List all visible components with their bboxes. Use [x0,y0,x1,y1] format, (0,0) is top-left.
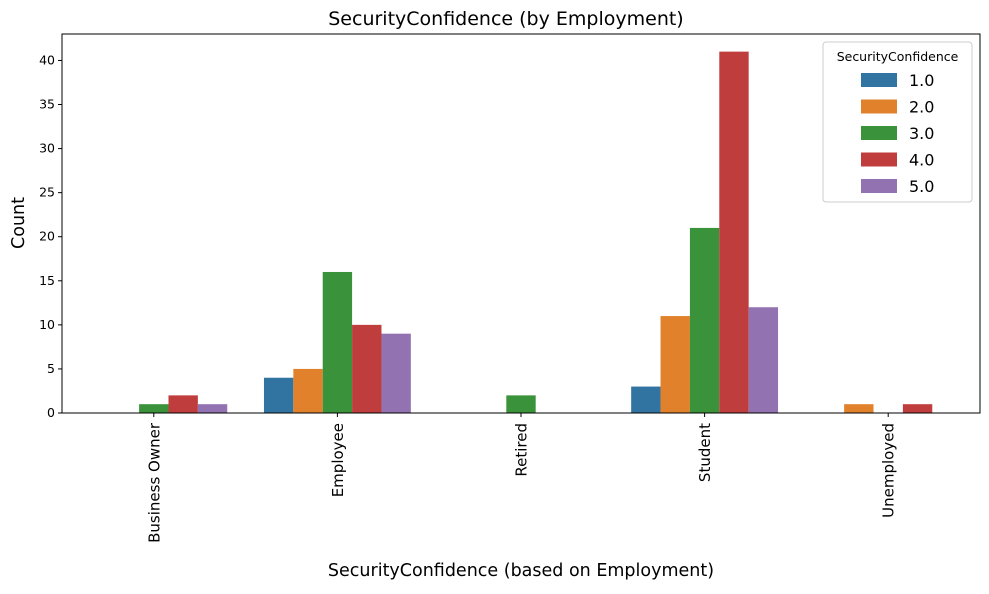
x-tick-label: Employee [329,423,347,497]
bar-student-2.0 [660,316,690,413]
bar-employee-3.0 [322,271,353,413]
bar-student-1.0 [631,386,661,413]
x-axis-label: SecurityConfidence (based on Employment) [328,561,714,581]
bar-employee-1.0 [263,377,294,413]
axes-group: 0 5 10 15 20 25 30 35 40 Business Owner Employee Re… [39,33,981,543]
y-tick-label: 0 [47,405,55,420]
x-tick-label: Business Owner [145,422,163,543]
chart-title: SecurityConfidence (by Employment) [328,8,683,30]
bar-unemployed-4.0 [902,404,933,413]
y-tick-label: 40 [39,52,55,67]
bar-business-owner-4.0 [168,395,198,413]
bar-business-owner-3.0 [139,404,169,413]
y-tick-label: 15 [39,273,55,288]
bar-student-3.0 [689,227,720,413]
legend-swatch [861,73,897,87]
y-axis-label: Count [9,197,29,249]
y-tick-label: 20 [39,229,55,244]
bar-employee-2.0 [293,368,323,413]
legend-label: 3.0 [909,124,934,143]
y-tick-label: 35 [39,97,55,112]
bar-retired-3.0 [506,395,536,413]
y-tick-label: 25 [39,185,55,200]
legend-box [822,41,973,203]
legend: SecurityConfidence 1.0 2.0 3.0 4.0 5.0 [822,41,973,203]
legend-label: 4.0 [909,151,934,170]
legend-title: SecurityConfidence [837,49,959,64]
bar-employee-4.0 [352,324,382,413]
bars-group [139,51,933,413]
x-tick-label: Unemployed [880,423,898,518]
y-tick-label: 5 [47,361,55,376]
bar-business-owner-5.0 [197,404,228,413]
legend-swatch [861,152,897,167]
legend-swatch [861,179,897,193]
bar-employee-5.0 [381,333,411,413]
legend-swatch [861,99,897,114]
legend-label: 1.0 [909,71,934,90]
y-tick-label: 10 [39,317,55,332]
legend-label: 5.0 [909,177,934,196]
bar-student-5.0 [748,307,779,413]
bar-unemployed-2.0 [844,404,874,413]
legend-swatch [861,126,897,140]
x-tick-label: Retired [513,423,531,477]
legend-label: 2.0 [909,98,934,117]
y-tick-label: 30 [39,141,55,156]
bar-student-4.0 [719,51,749,413]
x-tick-label: Student [696,423,714,482]
